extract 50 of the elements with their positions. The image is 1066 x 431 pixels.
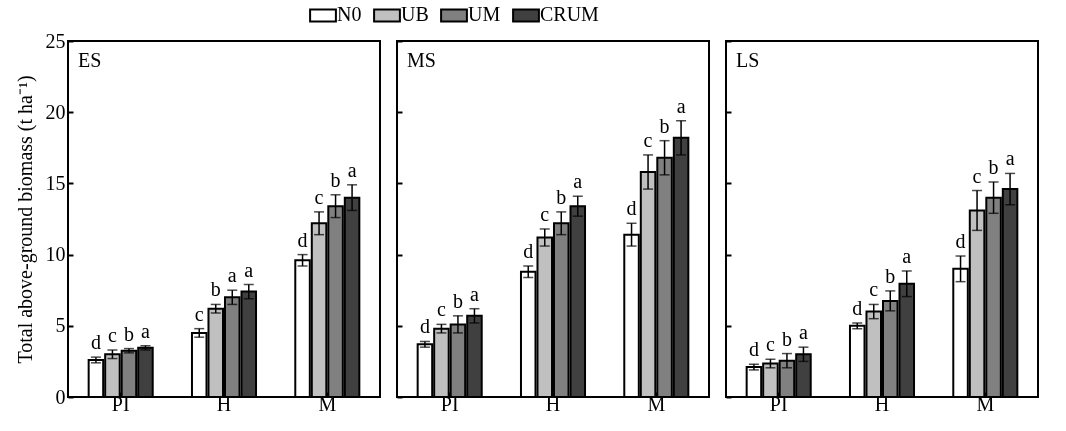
data-label: a (573, 170, 583, 193)
data-label: c (107, 324, 117, 347)
data-label: b (781, 327, 792, 350)
data-label: b (885, 264, 896, 287)
data-label: b (123, 322, 134, 345)
data-label: a (227, 264, 237, 287)
data-label: d (297, 228, 308, 251)
chart-title: LS (736, 49, 760, 71)
data-label: b (452, 289, 463, 312)
y-tick-label: 10 (45, 243, 66, 266)
data-label: d (852, 296, 863, 319)
y-tick-label: 25 (45, 29, 66, 52)
y-tick-label: 5 (55, 314, 66, 337)
legend-label: UB (401, 3, 429, 26)
data-label: d (955, 230, 966, 253)
data-label: a (676, 94, 686, 117)
data-label: c (436, 298, 446, 321)
data-label: b (210, 278, 221, 301)
data-label: d (90, 331, 101, 354)
data-label: c (765, 333, 775, 356)
data-label: b (330, 168, 341, 191)
data-label: c (972, 164, 982, 187)
data-label: c (314, 185, 324, 208)
data-label: a (470, 282, 480, 305)
data-label: a (902, 244, 912, 267)
data-label: a (799, 321, 809, 344)
data-label: a (1005, 147, 1015, 170)
y-tick-label: 15 (45, 171, 66, 194)
y-tick-label: 20 (45, 100, 66, 123)
data-label: b (659, 114, 670, 137)
data-label: d (419, 315, 430, 338)
y-axis-title: Total above-ground biomass (t ha⁻¹) (13, 75, 37, 364)
data-label: c (194, 302, 204, 325)
chart-title: ES (78, 49, 102, 71)
legend-label: N0 (337, 3, 362, 26)
legend-label: CRUM (540, 3, 600, 26)
data-label: c (643, 128, 653, 151)
data-label: d (748, 338, 759, 361)
data-label: a (347, 158, 357, 181)
data-label: c (540, 202, 550, 225)
data-label: a (141, 319, 151, 342)
data-label: a (244, 258, 254, 281)
data-label: d (626, 197, 637, 220)
data-label: b (556, 185, 567, 208)
data-label: d (523, 239, 534, 262)
y-tick-label: 0 (55, 385, 66, 408)
legend-label: UM (468, 3, 501, 26)
chart-title: MS (407, 49, 436, 71)
data-label: b (988, 155, 999, 178)
data-label: c (869, 278, 879, 301)
